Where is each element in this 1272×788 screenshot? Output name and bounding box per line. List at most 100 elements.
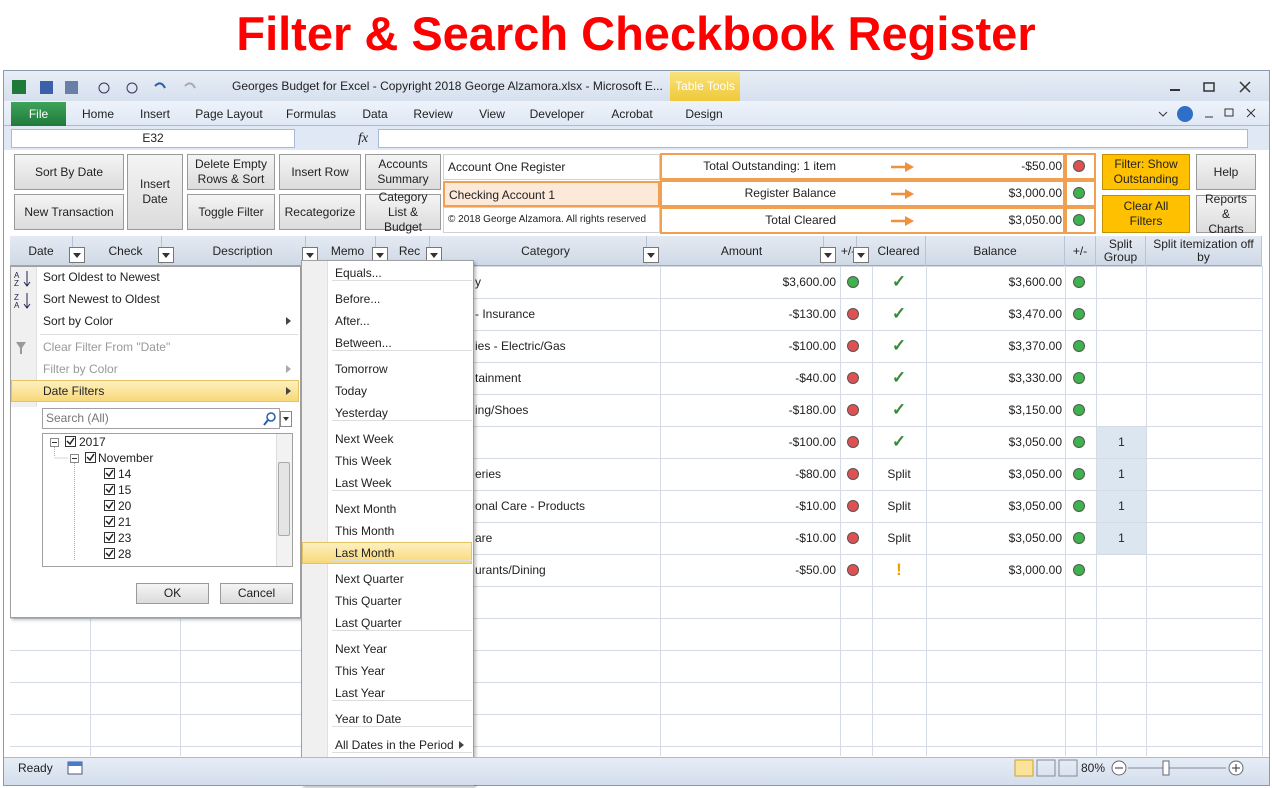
amount-cell: -$80.00 [795,467,836,481]
check-mark [66,437,75,446]
zoom-slider [1111,760,1244,776]
page-title: Filter & Search Checkbook Register [236,7,1036,60]
menu-gutter [302,261,328,785]
menu-item[interactable]: This Month [335,524,395,538]
zoom-level: 80% [1081,761,1106,775]
ribbon-tab[interactable]: Page Layout [195,107,263,121]
cancel-button[interactable]: Cancel [220,583,293,604]
status-dot [1073,564,1085,576]
ribbon-tab[interactable]: Developer [529,107,585,121]
action-button[interactable]: Help [1196,154,1256,190]
status-dot [1073,372,1085,384]
check-mark [105,517,114,526]
action-button[interactable]: Filter: Show Outstanding [1102,154,1190,190]
ok-button[interactable]: OK [136,583,209,604]
menu-item[interactable]: Before... [335,292,381,306]
toolbar-button[interactable]: Insert Date [127,154,183,230]
tree-box [42,433,293,567]
grid-line [10,650,1262,651]
amount-cell: -$130.00 [788,307,836,321]
summary-row [660,153,1065,180]
menu-item[interactable]: Sort Newest to Oldest [43,292,160,306]
cleared-cell: ✓ [891,400,907,419]
menu-item[interactable]: Date Filters [43,384,105,398]
status-dot [847,308,859,320]
summary-row [660,207,1065,234]
action-button[interactable]: Clear All Filters [1102,195,1190,233]
menu-item[interactable]: Between... [335,336,392,350]
ribbon-tab[interactable]: Review [413,107,453,121]
column-header: Description [180,236,306,266]
ribbon-tab[interactable]: Acrobat [611,107,653,121]
menu-item[interactable]: Last Year [335,686,386,700]
grid-line [10,522,1262,523]
tree-checkbox [104,500,115,511]
column-header: Split itemization off by [1146,236,1262,266]
menu-item[interactable]: This Quarter [335,594,402,608]
toolbar-button[interactable]: New Transaction [14,194,124,230]
ribbon-tab[interactable]: Home [81,107,114,121]
check-mark [105,501,114,510]
menu-item[interactable]: Today [335,384,368,398]
status-dot [847,500,859,512]
menu-item[interactable]: Last Week [335,476,392,490]
toolbar-button[interactable]: Sort By Date [14,154,124,190]
ribbon-tab[interactable]: View [479,107,505,121]
menu-item[interactable]: Next Month [335,502,397,516]
column-header: Cleared [872,236,926,266]
ribbon-tab[interactable]: Formulas [285,107,336,121]
split-group-cell: 1 [1097,459,1146,490]
file-tab[interactable]: File [11,102,66,126]
menu-item[interactable]: Equals... [335,266,382,280]
menu-item[interactable]: Next Year [335,642,388,656]
search-box[interactable]: Search (All) [42,408,280,429]
menu-item[interactable]: Sort by Color [43,314,114,328]
ribbon-tab[interactable]: Insert [139,107,170,121]
column-header: Category [445,236,647,266]
status-dot [1073,214,1085,226]
menu-item[interactable]: Last Quarter [335,616,402,630]
toolbar-button[interactable]: Category List & Budget [365,190,441,234]
toolbar-button[interactable]: Toggle Filter [187,194,275,230]
balance-cell: $3,370.00 [1008,339,1062,353]
grid-line [10,554,1262,555]
column-header: Check [90,236,162,266]
svg-text:Z: Z [14,279,19,288]
cleared-cell: ✓ [891,336,907,355]
menu-separator [332,560,472,561]
formula-input[interactable] [378,129,1248,148]
ribbon-tab[interactable]: Design [685,107,723,121]
summary-status-cell [1065,180,1096,207]
amount-cell: -$50.00 [795,563,836,577]
menu-item[interactable]: Next Quarter [335,572,404,586]
menu-item[interactable]: Tomorrow [335,362,388,376]
status-bar [4,757,1269,785]
name-box[interactable]: E32 [11,129,295,148]
amount-cell: -$100.00 [788,435,836,449]
ribbon-tab[interactable]: Data [362,107,388,121]
menu-item[interactable]: Next Week [335,432,394,446]
arrow [891,189,914,199]
menu-item[interactable]: Yesterday [335,406,388,420]
menu-item[interactable]: This Year [335,664,386,678]
balance-cell: $3,050.00 [1008,499,1062,513]
tree-day: 20 [118,499,132,513]
menu-item[interactable]: Sort Oldest to Newest [43,270,160,284]
menu-item[interactable]: Year to Date [335,712,402,726]
toolbar-button[interactable]: Delete Empty Rows & Sort [187,154,275,190]
balance-cell: $3,050.00 [1008,467,1062,481]
toolbar-button[interactable]: Accounts Summary [365,154,441,190]
menu-item[interactable]: This Week [335,454,392,468]
cleared-cell: Split [887,467,911,481]
menu-item[interactable]: After... [335,314,370,328]
status-dot [1073,532,1085,544]
status-dot [847,436,859,448]
toolbar-button[interactable]: Insert Row [279,154,361,190]
menu-item[interactable]: Last Month [335,546,395,560]
action-button[interactable]: Reports & Charts [1196,192,1256,236]
menu-separator [332,630,472,631]
tree-day: 21 [118,515,132,529]
cleared-cell: ! [896,560,902,579]
toolbar-button[interactable]: Recategorize [279,194,361,230]
menu-item[interactable]: All Dates in the Period [335,738,454,752]
